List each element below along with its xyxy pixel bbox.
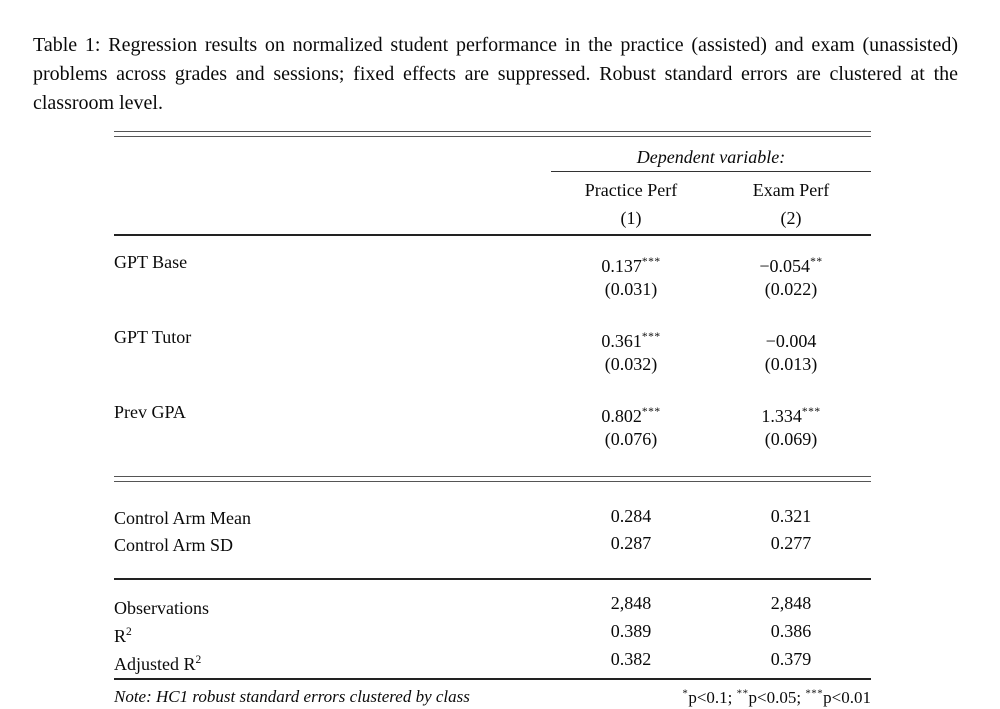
stat-label: Adjusted R2 [114,654,202,674]
stat-value: 2,848 [610,593,652,613]
coefficient-cell: 1.334*** (0.069) [711,401,871,451]
standard-error: (0.076) [604,429,658,449]
standard-error: (0.022) [764,279,818,299]
coefficient-row-gpt-tutor: GPT Tutor 0.361*** (0.032) −0.004 (0.013… [114,326,871,376]
estimate: 0.802*** [601,406,661,426]
control-arm-section: Control Arm Mean 0.284 0.321 Control Arm… [114,505,871,559]
estimate: 0.137*** [601,256,661,276]
coefficient-cell: 0.361*** (0.032) [551,326,711,376]
standard-error: (0.013) [764,354,818,374]
stat-value: 0.379 [770,649,812,669]
significance-stars: *** [641,256,661,268]
adjusted-r-squared-row: Adjusted R2 0.382 0.379 [114,648,871,676]
mid-double-rule [114,476,871,482]
note-text: Note: HC1 robust standard errors cluster… [114,687,470,706]
significance-stars: ** [810,256,823,268]
sig-item: *p<0.1; [682,687,737,707]
coefficient-label: Prev GPA [114,402,186,422]
significance-stars: *** [641,406,661,418]
column-number-1: (1) [620,208,642,228]
coefficient-cell: −0.054** (0.022) [711,251,871,301]
table-caption: Table 1: Regression results on normalize… [33,34,958,114]
observations-row: Observations 2,848 2,848 [114,592,871,620]
stat-label: Observations [114,598,209,618]
model-stats-section: Observations 2,848 2,848 R2 0.389 0.386 … [114,592,871,676]
dependent-variable-underline [551,171,871,172]
stat-value: 0.386 [770,621,812,641]
stat-value: 0.382 [610,649,652,669]
empty-cell [114,171,551,172]
coefficient-cell: 0.137*** (0.031) [551,251,711,301]
sig-item: **p<0.05; [736,687,806,707]
stats-top-rule [114,578,871,580]
coefficient-label: GPT Base [114,252,188,272]
dependent-variable-row: Dependent variable: [114,137,871,171]
estimate: 0.361*** [601,331,661,351]
sig-item: ***p<0.01 [805,687,871,707]
control-arm-sd-row: Control Arm SD 0.287 0.277 [114,532,871,559]
significance-stars: *** [801,406,821,418]
coefficient-cell: 0.802*** (0.076) [551,401,711,451]
table-note-row: Note: HC1 robust standard errors cluster… [114,680,871,708]
top-double-rule [114,131,871,137]
column-headers-row: Practice Perf Exam Perf [114,172,871,205]
stat-label: R2 [114,626,132,646]
stat-value: 0.277 [770,533,812,553]
stat-label: Control Arm SD [114,535,234,555]
coefficient-label: GPT Tutor [114,327,192,347]
estimate: −0.004 [765,331,817,351]
significance-legend: *p<0.1; **p<0.05; ***p<0.01 [682,687,871,708]
estimate: 1.334*** [761,406,821,426]
stat-label: Control Arm Mean [114,508,251,528]
coefficients-section: GPT Base 0.137*** (0.031) −0.054** (0.02… [114,251,871,451]
significance-stars: *** [641,331,661,343]
dependent-variable-label: Dependent variable: [636,147,786,167]
stat-value: 0.287 [610,533,652,553]
header-rule [114,234,871,236]
column-numbers-row: (1) (2) [114,205,871,234]
estimate: −0.054** [759,256,823,276]
standard-error: (0.031) [604,279,658,299]
stat-value: 0.389 [610,621,652,641]
r-squared-row: R2 0.389 0.386 [114,620,871,648]
stat-value: 2,848 [770,593,812,613]
stat-value: 0.321 [770,506,812,526]
column-header-exam: Exam Perf [752,180,830,200]
coefficient-cell: −0.004 (0.013) [711,326,871,376]
stat-value: 0.284 [610,506,652,526]
bottom-rule [114,678,871,680]
coefficient-row-prev-gpa: Prev GPA 0.802*** (0.076) 1.334*** (0.06… [114,401,871,451]
column-number-2: (2) [780,208,802,228]
standard-error: (0.069) [764,429,818,449]
regression-table: Dependent variable: Practice Perf Exam P… [114,131,871,708]
dependent-variable-rule-row [114,171,871,172]
column-header-practice: Practice Perf [584,180,678,200]
control-arm-mean-row: Control Arm Mean 0.284 0.321 [114,505,871,532]
standard-error: (0.032) [604,354,658,374]
coefficient-row-gpt-base: GPT Base 0.137*** (0.031) −0.054** (0.02… [114,251,871,301]
